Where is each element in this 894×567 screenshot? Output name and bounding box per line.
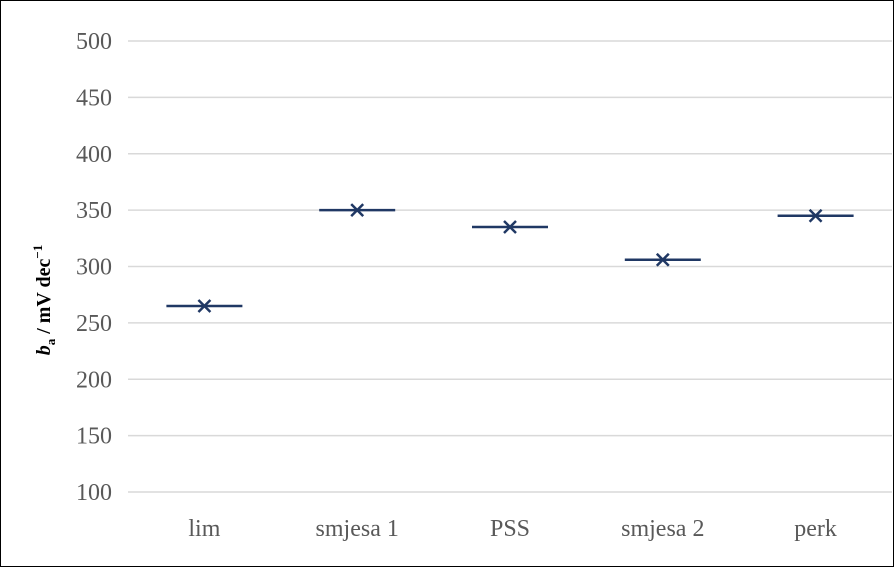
y-tick-label: 200 [76, 367, 112, 393]
x-category-labels: lim smjesa 1 PSS smjesa 2 perk [188, 516, 837, 542]
x-marker [808, 208, 823, 223]
x-marker [503, 220, 517, 234]
data-markers [166, 203, 854, 313]
y-axis-label-subscript: a [43, 338, 58, 345]
y-tick-label: 500 [76, 29, 112, 55]
x-marker [197, 299, 212, 313]
y-tick-label: 400 [76, 142, 112, 168]
y-axis-label-main: b [33, 345, 55, 355]
y-axis-label: ba / mV dec−1 [30, 245, 58, 356]
y-tick-label: 250 [76, 311, 112, 337]
x-category-label: PSS [490, 516, 530, 542]
y-tick-label: 300 [76, 255, 112, 281]
y-tick-labels: 100 150 200 250 300 350 400 450 500 [76, 29, 112, 506]
gridlines [128, 40, 892, 493]
y-axis-label-rest: / mV dec [33, 259, 55, 339]
y-tick-label: 350 [76, 198, 112, 224]
x-category-label: perk [794, 516, 837, 542]
x-category-label: smjesa 2 [621, 516, 704, 542]
y-tick-label: 450 [76, 85, 112, 111]
x-category-label: smjesa 1 [316, 516, 399, 542]
y-tick-label: 100 [76, 480, 112, 506]
y-tick-label: 150 [76, 424, 112, 450]
x-category-label: lim [188, 516, 220, 542]
x-marker [655, 252, 670, 267]
y-axis-label-superscript: −1 [30, 245, 45, 259]
x-marker [350, 203, 365, 218]
